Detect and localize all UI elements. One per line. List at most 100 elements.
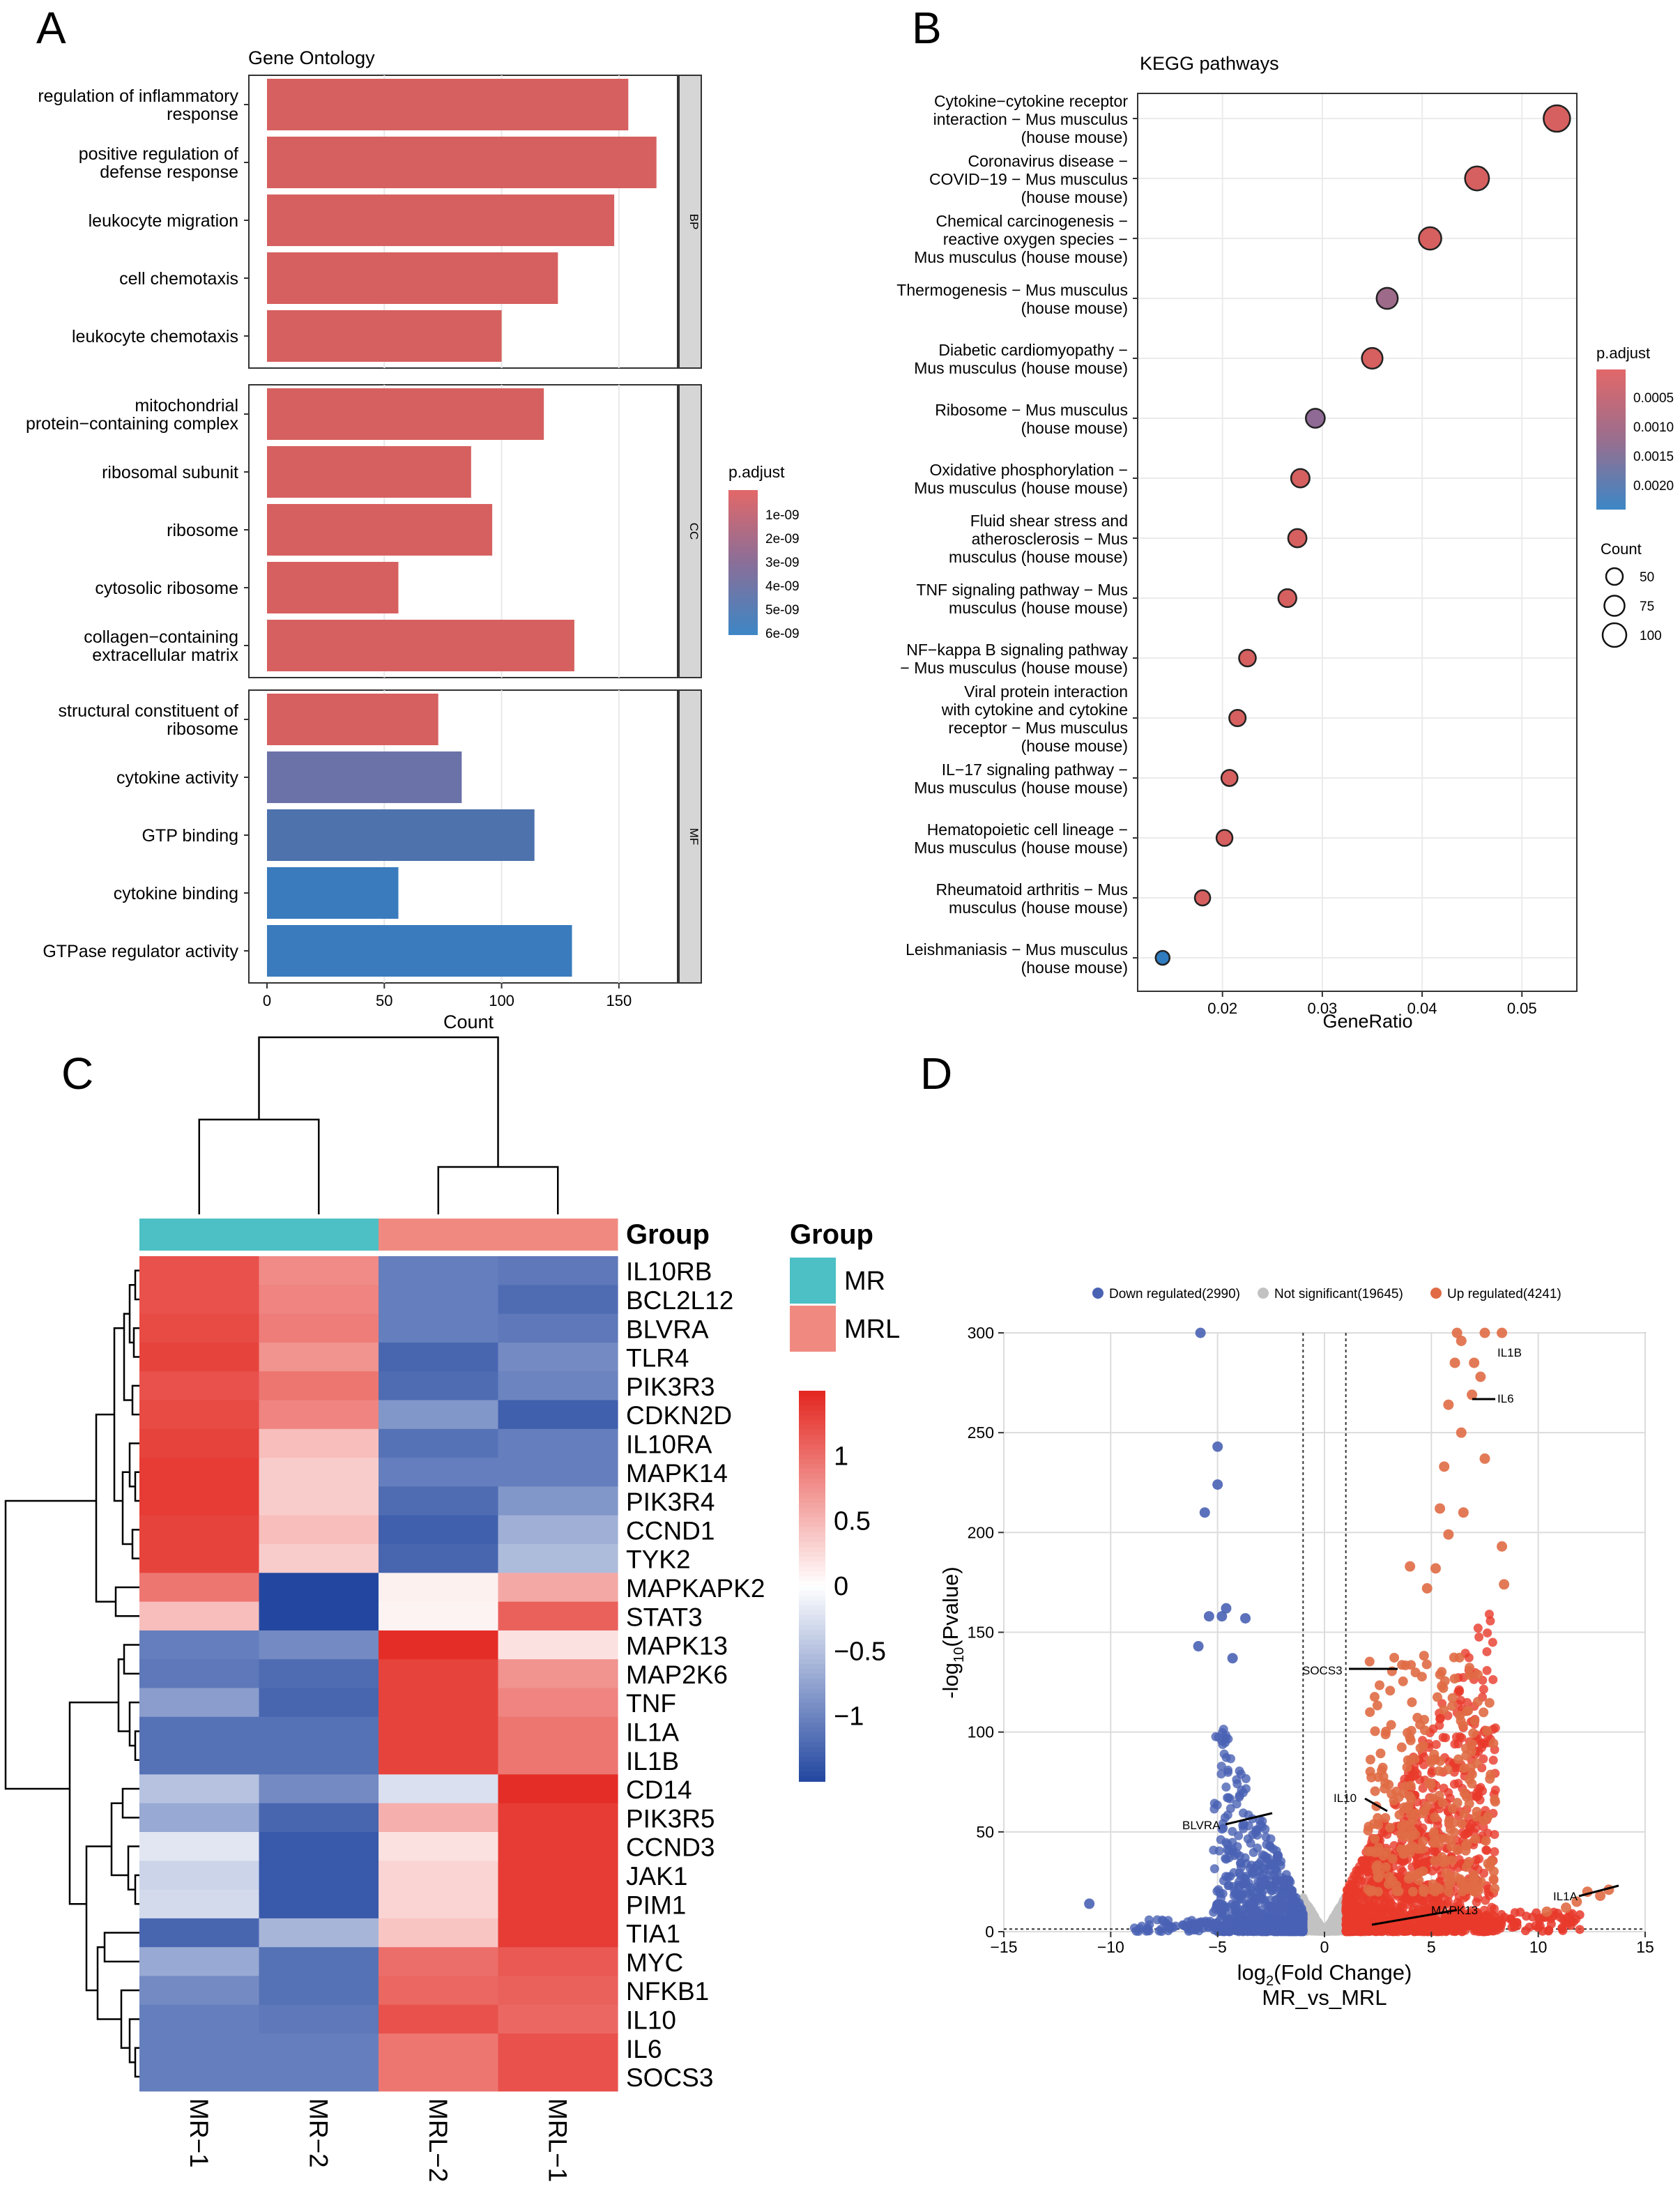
kegg-point: [1464, 165, 1490, 192]
up-regulated-point: [1372, 1700, 1382, 1711]
up-regulated-point: [1464, 1653, 1474, 1663]
up-regulated-point: [1411, 1808, 1421, 1819]
kegg-point: [1287, 528, 1308, 549]
down-regulated-point: [1249, 1868, 1259, 1878]
up-regulated-point: [1391, 1886, 1401, 1896]
up-regulated-point: [1377, 1765, 1387, 1776]
colorbar-segment: [799, 1454, 825, 1460]
colorbar-segment: [799, 1400, 825, 1406]
up-regulated-point: [1456, 1427, 1467, 1438]
up-regulated-point: [1442, 1764, 1453, 1775]
colorbar-segment: [799, 1586, 825, 1591]
legend-colorbar-segment: [728, 494, 758, 498]
go-bar-chart: Gene Ontology BP regulation of inflammator…: [26, 47, 800, 1032]
x-tick-label: 0.04: [1407, 1000, 1437, 1017]
colorbar-label: −1: [834, 1702, 864, 1732]
up-regulated-point: [1370, 1786, 1380, 1796]
up-regulated-point: [1460, 1845, 1471, 1856]
gene-label: BLVRA: [1182, 1819, 1221, 1832]
up-regulated-point: [1446, 1876, 1456, 1886]
colorbar-segment: [799, 1620, 825, 1626]
go-term-label: cell chemotaxis: [119, 269, 238, 289]
up-regulated-point: [1595, 1890, 1606, 1901]
up-regulated-point: [1508, 1917, 1518, 1927]
size-legend-circle: [1601, 622, 1628, 648]
heatmap-cell: [259, 1371, 379, 1401]
down-regulated-point: [1193, 1641, 1204, 1652]
legend-colorbar-segment: [728, 562, 758, 567]
heatmap-cell: [259, 1861, 379, 1891]
legend-colorbar-segment: [1596, 436, 1626, 440]
group-annotation-cell: [139, 1219, 259, 1251]
kegg-point: [1154, 949, 1171, 966]
up-regulated-point: [1344, 1911, 1354, 1921]
group-annotation-cell: [379, 1219, 498, 1251]
panel-letter-b: B: [912, 3, 942, 53]
up-regulated-point: [1452, 1845, 1463, 1855]
up-regulated-point: [1389, 1652, 1400, 1663]
x-tick-label: 0.02: [1207, 1000, 1237, 1017]
up-regulated-point: [1445, 1793, 1455, 1803]
up-regulated-point: [1426, 1893, 1435, 1903]
legend-colorbar-segment: [1596, 422, 1626, 426]
down-regulated-point: [1203, 1611, 1214, 1622]
up-regulated-point: [1447, 1693, 1458, 1703]
legend-colorbar-segment: [1596, 415, 1626, 419]
kegg-point: [1193, 889, 1212, 907]
up-regulated-point: [1434, 1838, 1444, 1849]
legend-colorbar-segment: [1596, 478, 1626, 482]
down-regulated-point: [1240, 1612, 1251, 1624]
down-regulated-point: [1253, 1831, 1262, 1840]
heatmap-cell: [498, 1861, 618, 1891]
go-term-label: regulation of inflammatory: [38, 86, 238, 106]
kegg-plot-border: [1137, 93, 1578, 992]
heatmap-cell: [379, 1486, 499, 1516]
colorbar-segment: [799, 1537, 825, 1543]
gene-label: IL6: [1497, 1392, 1514, 1405]
colorbar-segment: [799, 1723, 825, 1728]
up-regulated-point: [1464, 1856, 1474, 1867]
go-term-label: leukocyte migration: [89, 211, 238, 231]
kegg-pathway-label: Mus musculus (house mouse): [914, 839, 1128, 857]
size-legend-title: Count: [1601, 540, 1642, 558]
down-regulated-point: [1258, 1816, 1267, 1826]
go-bar: [267, 925, 572, 977]
heatmap-cell: [379, 2033, 499, 2063]
colorbar-segment: [799, 1664, 825, 1670]
heatmap-cell: [379, 1400, 499, 1430]
heatmap-cell: [259, 1458, 379, 1487]
colorbar-segment: [799, 1742, 825, 1748]
up-regulated-point: [1389, 1908, 1398, 1918]
up-regulated-point: [1490, 1830, 1499, 1840]
down-regulated-point: [1258, 1870, 1267, 1880]
up-regulated-point: [1407, 1886, 1418, 1897]
kegg-pathway-label: Oxidative phosphorylation −: [930, 461, 1128, 479]
go-term-label: cytokine activity: [116, 768, 239, 788]
legend-colorbar-segment: [728, 547, 758, 552]
down-regulated-point: [1280, 1924, 1290, 1934]
colorbar-segment: [799, 1503, 825, 1509]
go-term-label: collagen−containing: [84, 627, 238, 647]
row-dendrogram-branch: [121, 1787, 139, 1819]
up-regulated-point: [1403, 1755, 1413, 1765]
legend-colorbar-segment: [728, 573, 758, 578]
down-regulated-point: [1225, 1872, 1235, 1881]
column-dendrogram-branch: [198, 1118, 320, 1214]
up-regulated-point: [1483, 1628, 1492, 1637]
heatmap-cell: [139, 1256, 260, 1285]
heatmap-cell: [498, 1400, 618, 1430]
legend-colorbar-segment: [728, 580, 758, 585]
legend-colorbar-segment: [728, 519, 758, 524]
down-regulated-point: [1271, 1895, 1281, 1904]
heatmap-cell: [259, 2033, 379, 2063]
down-regulated-point: [1254, 1892, 1264, 1902]
heatmap-cell: [379, 1601, 499, 1631]
kegg-point: [1418, 226, 1442, 251]
down-regulated-point: [1084, 1898, 1095, 1909]
gene-row-label: TYK2: [626, 1545, 691, 1574]
up-regulated-point: [1485, 1861, 1495, 1872]
legend-colorbar-segment: [1596, 488, 1626, 492]
up-regulated-point: [1474, 1784, 1483, 1794]
up-regulated-point: [1490, 1723, 1500, 1733]
down-regulated-point: [1209, 1804, 1219, 1814]
